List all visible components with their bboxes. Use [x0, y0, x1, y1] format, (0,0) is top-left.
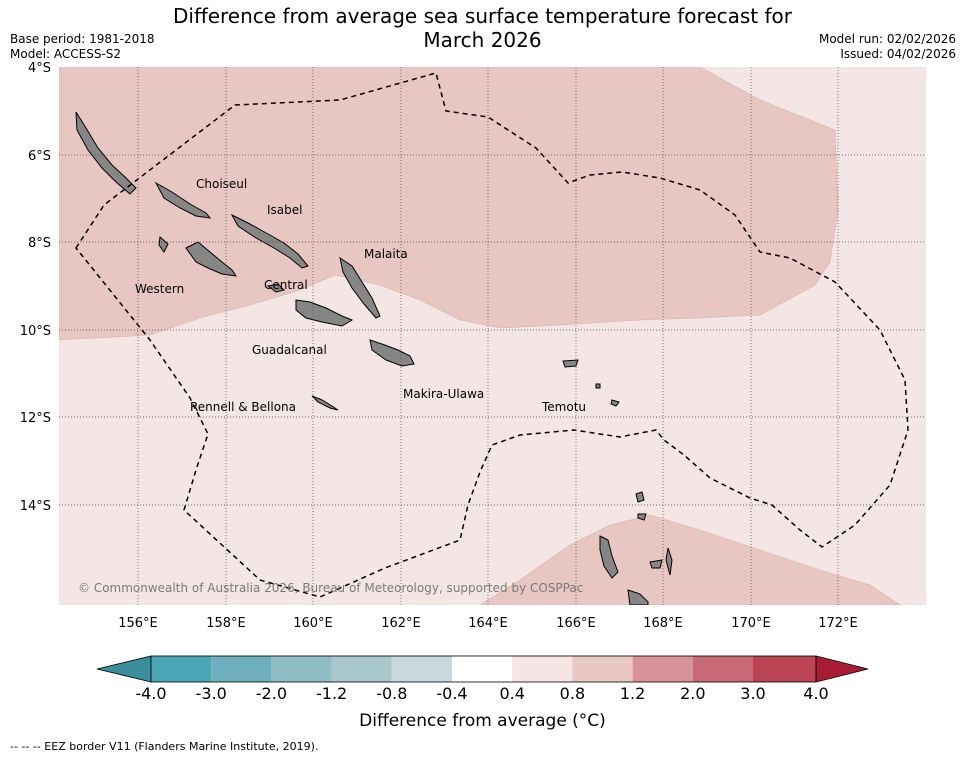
colorbar-bin-3 — [271, 656, 332, 682]
lon-label-170e: 170°E — [731, 616, 771, 631]
island-vanuatu-4 — [665, 547, 673, 576]
island-temotu-1 — [562, 359, 579, 368]
title-line-1: Difference from average sea surface temp… — [172, 4, 792, 28]
island-vella — [158, 236, 169, 253]
colorbar-extend-low — [96, 655, 152, 683]
province-guadalcanal: Guadalcanal — [252, 343, 327, 357]
lat-label-8s: 8°S — [28, 236, 51, 251]
colorbar-title: Difference from average (°C) — [359, 711, 606, 731]
anomaly-zone-north — [59, 67, 839, 341]
island-temotu-3 — [610, 399, 620, 407]
island-makira — [369, 339, 415, 367]
province-malaita: Malaita — [364, 247, 408, 261]
province-choiseul: Choiseul — [196, 177, 247, 191]
island-vanuatu-1 — [599, 535, 619, 579]
colorbar-tick-1: -4.0 — [135, 684, 166, 703]
colorbar-extend-high — [815, 655, 869, 683]
lat-label-4s: 4°S — [28, 61, 51, 76]
colorbar-tick-4: -1.2 — [316, 684, 347, 703]
province-temotu: Temotu — [541, 400, 586, 414]
island-new-georgia — [185, 241, 238, 277]
colorbar-tick-7: 0.4 — [499, 684, 524, 703]
map-area: Choiseul Isabel Malaita Western Central … — [59, 67, 926, 605]
island-choiseul — [75, 111, 137, 195]
anomaly-zone-south — [479, 514, 901, 605]
meta-left: Base period: 1981-2018 Model: ACCESS-S2 — [10, 32, 155, 62]
colorbar-bin-8 — [572, 656, 633, 682]
colorbar-bin-9 — [632, 656, 693, 682]
province-western: Western — [135, 282, 184, 296]
island-central — [266, 283, 285, 293]
lon-label-172e: 172°E — [818, 616, 858, 631]
meta-right: Model run: 02/02/2026 Issued: 04/02/2026 — [819, 32, 956, 62]
model-name: Model: ACCESS-S2 — [10, 47, 122, 61]
base-period: Base period: 1981-2018 — [10, 32, 155, 46]
island-rennell — [311, 395, 339, 411]
gridlines — [59, 67, 926, 605]
colorbar-bin-6 — [452, 656, 513, 682]
colorbar-bin-5 — [391, 656, 452, 682]
colorbar-tick-9: 1.2 — [620, 684, 645, 703]
colorbar-bin-4 — [331, 656, 392, 682]
province-makira-ulawa: Makira-Ulawa — [403, 387, 484, 401]
lon-label-168e: 168°E — [643, 616, 683, 631]
island-vanuatu-3 — [649, 559, 663, 569]
island-vanuatu-5 — [635, 491, 645, 503]
island-vanuatu-2 — [627, 589, 649, 605]
lat-label-14s: 14°S — [20, 499, 51, 514]
colorbar-bin-1 — [151, 656, 212, 682]
colorbar-tick-11: 3.0 — [740, 684, 765, 703]
land-masses — [75, 111, 673, 605]
lat-label-12s: 12°S — [20, 411, 51, 426]
colorbar-tick-12: 4.0 — [803, 684, 828, 703]
island-malaita — [339, 256, 381, 319]
colorbar-bin-7 — [512, 656, 573, 682]
lon-label-156e: 156°E — [118, 616, 158, 631]
island-guadalcanal — [295, 299, 354, 327]
eez-footnote: -- -- -- EEZ border V11 (Flanders Marine… — [10, 740, 319, 753]
issued-date: Issued: 04/02/2026 — [840, 47, 956, 61]
province-rennell-bellona: Rennell & Bellona — [190, 400, 296, 414]
colorbar-bin-11 — [753, 656, 816, 682]
model-run: Model run: 02/02/2026 — [818, 32, 956, 46]
title-line-2: March 2026 — [423, 28, 542, 52]
colorbar-tick-10: 2.0 — [680, 684, 705, 703]
island-temotu-2 — [595, 383, 601, 389]
lat-label-6s: 6°S — [28, 149, 51, 164]
province-isabel: Isabel — [267, 203, 302, 217]
colorbar-tick-8: 0.8 — [560, 684, 585, 703]
lon-label-158e: 158°E — [206, 616, 246, 631]
colorbar-tick-3: -2.0 — [256, 684, 287, 703]
lon-label-166e: 166°E — [556, 616, 596, 631]
colorbar-bin-10 — [692, 656, 753, 682]
colorbar-tick-2: -3.0 — [196, 684, 227, 703]
lon-label-160e: 160°E — [293, 616, 333, 631]
colorbar-bin-2 — [211, 656, 272, 682]
lon-label-162e: 162°E — [381, 616, 421, 631]
island-choiseul-east — [154, 181, 212, 219]
colorbar: -4.0 -3.0 -2.0 -1.2 -0.8 -0.4 0.4 0.8 1.… — [96, 655, 869, 703]
colorbar-outline — [150, 655, 817, 683]
colorbar-tick-6: -0.4 — [436, 684, 467, 703]
province-central: Central — [264, 278, 308, 292]
lon-label-164e: 164°E — [468, 616, 508, 631]
colorbar-tick-5: -0.8 — [376, 684, 407, 703]
island-vanuatu-6 — [637, 513, 647, 521]
chart-title: Difference from average sea surface temp… — [0, 4, 965, 52]
copyright-text: © Commonwealth of Australia 2026, Bureau… — [78, 581, 583, 595]
lat-label-10s: 10°S — [20, 324, 51, 339]
island-isabel — [230, 213, 309, 269]
